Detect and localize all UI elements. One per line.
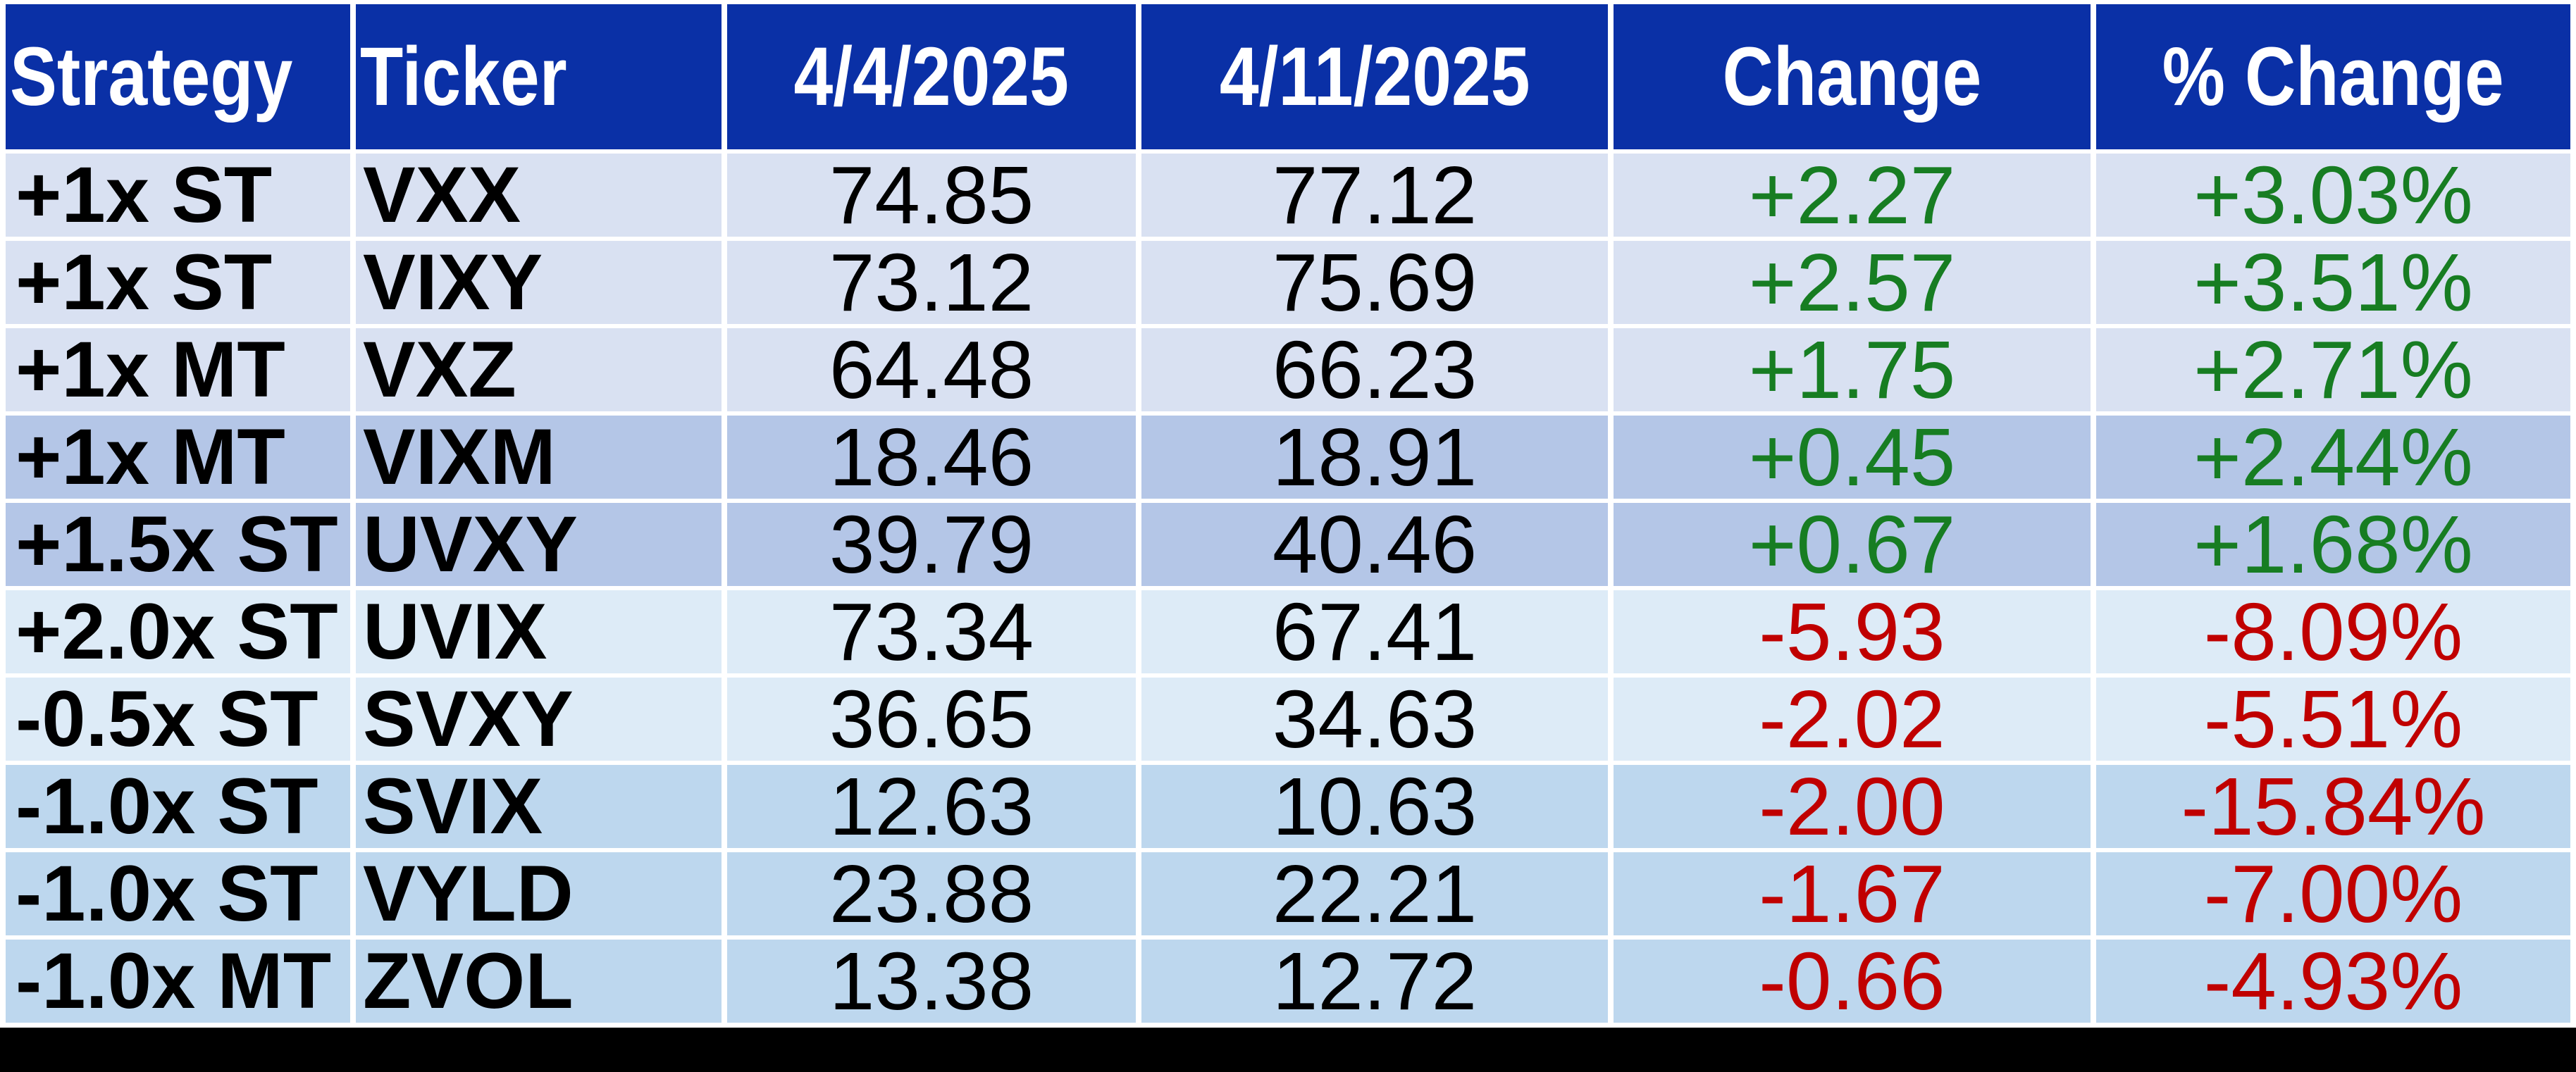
- cell-ticker: SVXY: [356, 678, 722, 761]
- cell-change: +2.27: [1614, 154, 2091, 237]
- cell-change: -2.02: [1614, 678, 2091, 761]
- cell-price-end: 34.63: [1141, 678, 1608, 761]
- column-header-date-start-label: 4/4/2025: [793, 30, 1070, 123]
- cell-strategy: +1x MT: [6, 328, 350, 411]
- cell-strategy: +2.0x ST: [6, 590, 350, 673]
- cell-pct-change: +3.51%: [2096, 241, 2570, 324]
- cell-ticker: VXX: [356, 154, 722, 237]
- cell-price-start: 36.65: [727, 678, 1136, 761]
- cell-pct-change: +2.44%: [2096, 416, 2570, 499]
- cell-change: -1.67: [1614, 852, 2091, 935]
- cell-strategy: +1.5x ST: [6, 503, 350, 586]
- cell-change: +0.45: [1614, 416, 2091, 499]
- column-header-date-start: 4/4/2025: [727, 4, 1136, 149]
- column-header-ticker-label: Ticker: [360, 30, 567, 123]
- table-row: -1.0x ST VYLD 23.88 22.21 -1.67 -7.00%: [6, 852, 2570, 935]
- cell-change: +0.67: [1614, 503, 2091, 586]
- cell-ticker: UVIX: [356, 590, 722, 673]
- cell-change: +2.57: [1614, 241, 2091, 324]
- cell-strategy: -1.0x ST: [6, 852, 350, 935]
- column-header-pct-change: % Change: [2096, 4, 2570, 149]
- column-header-change: Change: [1614, 4, 2091, 149]
- cell-change: -2.00: [1614, 765, 2091, 848]
- cell-change: +1.75: [1614, 328, 2091, 411]
- cell-price-end: 12.72: [1141, 940, 1608, 1023]
- cell-price-end: 67.41: [1141, 590, 1608, 673]
- table-row: -1.0x ST SVIX 12.63 10.63 -2.00 -15.84%: [6, 765, 2570, 848]
- etf-performance-table-wrap: Strategy Ticker 4/4/2025 4/11/2025 Chang…: [6, 4, 2570, 1023]
- etf-performance-table: Strategy Ticker 4/4/2025 4/11/2025 Chang…: [6, 4, 2570, 1023]
- column-header-date-end: 4/11/2025: [1141, 4, 1608, 149]
- column-header-pct-change-label: % Change: [2162, 30, 2504, 123]
- table-row: -1.0x MT ZVOL 13.38 12.72 -0.66 -4.93%: [6, 940, 2570, 1023]
- cell-price-end: 22.21: [1141, 852, 1608, 935]
- cell-price-end: 75.69: [1141, 241, 1608, 324]
- cell-ticker: VIXY: [356, 241, 722, 324]
- cell-ticker: UVXY: [356, 503, 722, 586]
- cell-price-start: 74.85: [727, 154, 1136, 237]
- table-row: +1x ST VXX 74.85 77.12 +2.27 +3.03%: [6, 154, 2570, 237]
- table-row: +2.0x ST UVIX 73.34 67.41 -5.93 -8.09%: [6, 590, 2570, 673]
- table-row: +1x MT VXZ 64.48 66.23 +1.75 +2.71%: [6, 328, 2570, 411]
- column-header-strategy-label: Strategy: [10, 30, 293, 123]
- column-header-strategy: Strategy: [6, 4, 350, 149]
- cell-strategy: +1x ST: [6, 154, 350, 237]
- table-row: +1x ST VIXY 73.12 75.69 +2.57 +3.51%: [6, 241, 2570, 324]
- cell-price-start: 73.12: [727, 241, 1136, 324]
- cell-ticker: VIXM: [356, 416, 722, 499]
- cell-ticker: VYLD: [356, 852, 722, 935]
- cell-price-end: 40.46: [1141, 503, 1608, 586]
- header-row: Strategy Ticker 4/4/2025 4/11/2025 Chang…: [6, 4, 2570, 149]
- cell-price-start: 13.38: [727, 940, 1136, 1023]
- cell-price-end: 77.12: [1141, 154, 1608, 237]
- cell-price-start: 73.34: [727, 590, 1136, 673]
- cell-strategy: -1.0x ST: [6, 765, 350, 848]
- cell-ticker: ZVOL: [356, 940, 722, 1023]
- cell-price-start: 18.46: [727, 416, 1136, 499]
- cell-price-end: 10.63: [1141, 765, 1608, 848]
- cell-change: -0.66: [1614, 940, 2091, 1023]
- cell-strategy: +1x MT: [6, 416, 350, 499]
- cell-pct-change: -8.09%: [2096, 590, 2570, 673]
- cell-price-start: 64.48: [727, 328, 1136, 411]
- cell-pct-change: -4.93%: [2096, 940, 2570, 1023]
- cell-price-start: 23.88: [727, 852, 1136, 935]
- cell-ticker: SVIX: [356, 765, 722, 848]
- cell-price-end: 18.91: [1141, 416, 1608, 499]
- cell-price-start: 39.79: [727, 503, 1136, 586]
- cell-price-start: 12.63: [727, 765, 1136, 848]
- cell-pct-change: +1.68%: [2096, 503, 2570, 586]
- cell-price-end: 66.23: [1141, 328, 1608, 411]
- cell-change: -5.93: [1614, 590, 2091, 673]
- table-row: -0.5x ST SVXY 36.65 34.63 -2.02 -5.51%: [6, 678, 2570, 761]
- table-row: +1x MT VIXM 18.46 18.91 +0.45 +2.44%: [6, 416, 2570, 499]
- cell-strategy: -1.0x MT: [6, 940, 350, 1023]
- cell-pct-change: -5.51%: [2096, 678, 2570, 761]
- table-header: Strategy Ticker 4/4/2025 4/11/2025 Chang…: [6, 4, 2570, 149]
- column-header-date-end-label: 4/11/2025: [1219, 30, 1530, 123]
- cell-strategy: -0.5x ST: [6, 678, 350, 761]
- cell-pct-change: +2.71%: [2096, 328, 2570, 411]
- table-row: +1.5x ST UVXY 39.79 40.46 +0.67 +1.68%: [6, 503, 2570, 586]
- cell-ticker: VXZ: [356, 328, 722, 411]
- cell-pct-change: -7.00%: [2096, 852, 2570, 935]
- cell-strategy: +1x ST: [6, 241, 350, 324]
- table-body: +1x ST VXX 74.85 77.12 +2.27 +3.03% +1x …: [6, 154, 2570, 1023]
- cell-pct-change: -15.84%: [2096, 765, 2570, 848]
- column-header-change-label: Change: [1722, 30, 1982, 123]
- bottom-black-bar: [0, 1028, 2576, 1072]
- cell-pct-change: +3.03%: [2096, 154, 2570, 237]
- column-header-ticker: Ticker: [356, 4, 722, 149]
